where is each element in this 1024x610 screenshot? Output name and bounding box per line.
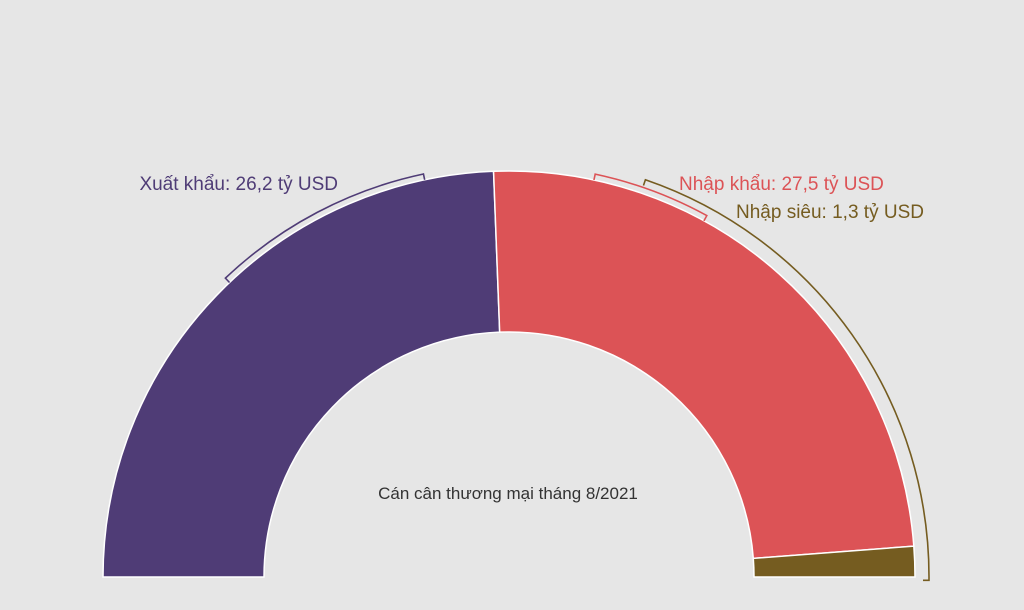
bracket-nhap-khau bbox=[593, 173, 708, 222]
slice-2 bbox=[492, 170, 915, 560]
bracket-nhap-sieu bbox=[642, 178, 930, 582]
donut-slices bbox=[102, 170, 916, 578]
slice-1 bbox=[102, 170, 501, 578]
label-nhap-khau: Nhập khẩu: 27,5 tỷ USD bbox=[679, 174, 884, 195]
chart-title: Cán cân thương mại tháng 8/2021 bbox=[378, 484, 638, 503]
label-brackets bbox=[224, 173, 930, 582]
label-xuat-khau: Xuất khẩu: 26,2 tỷ USD bbox=[139, 174, 338, 195]
label-nhap-sieu: Nhập siêu: 1,3 tỷ USD bbox=[736, 202, 924, 223]
bracket-xuat-khau bbox=[224, 173, 426, 284]
slice-3 bbox=[752, 545, 916, 578]
